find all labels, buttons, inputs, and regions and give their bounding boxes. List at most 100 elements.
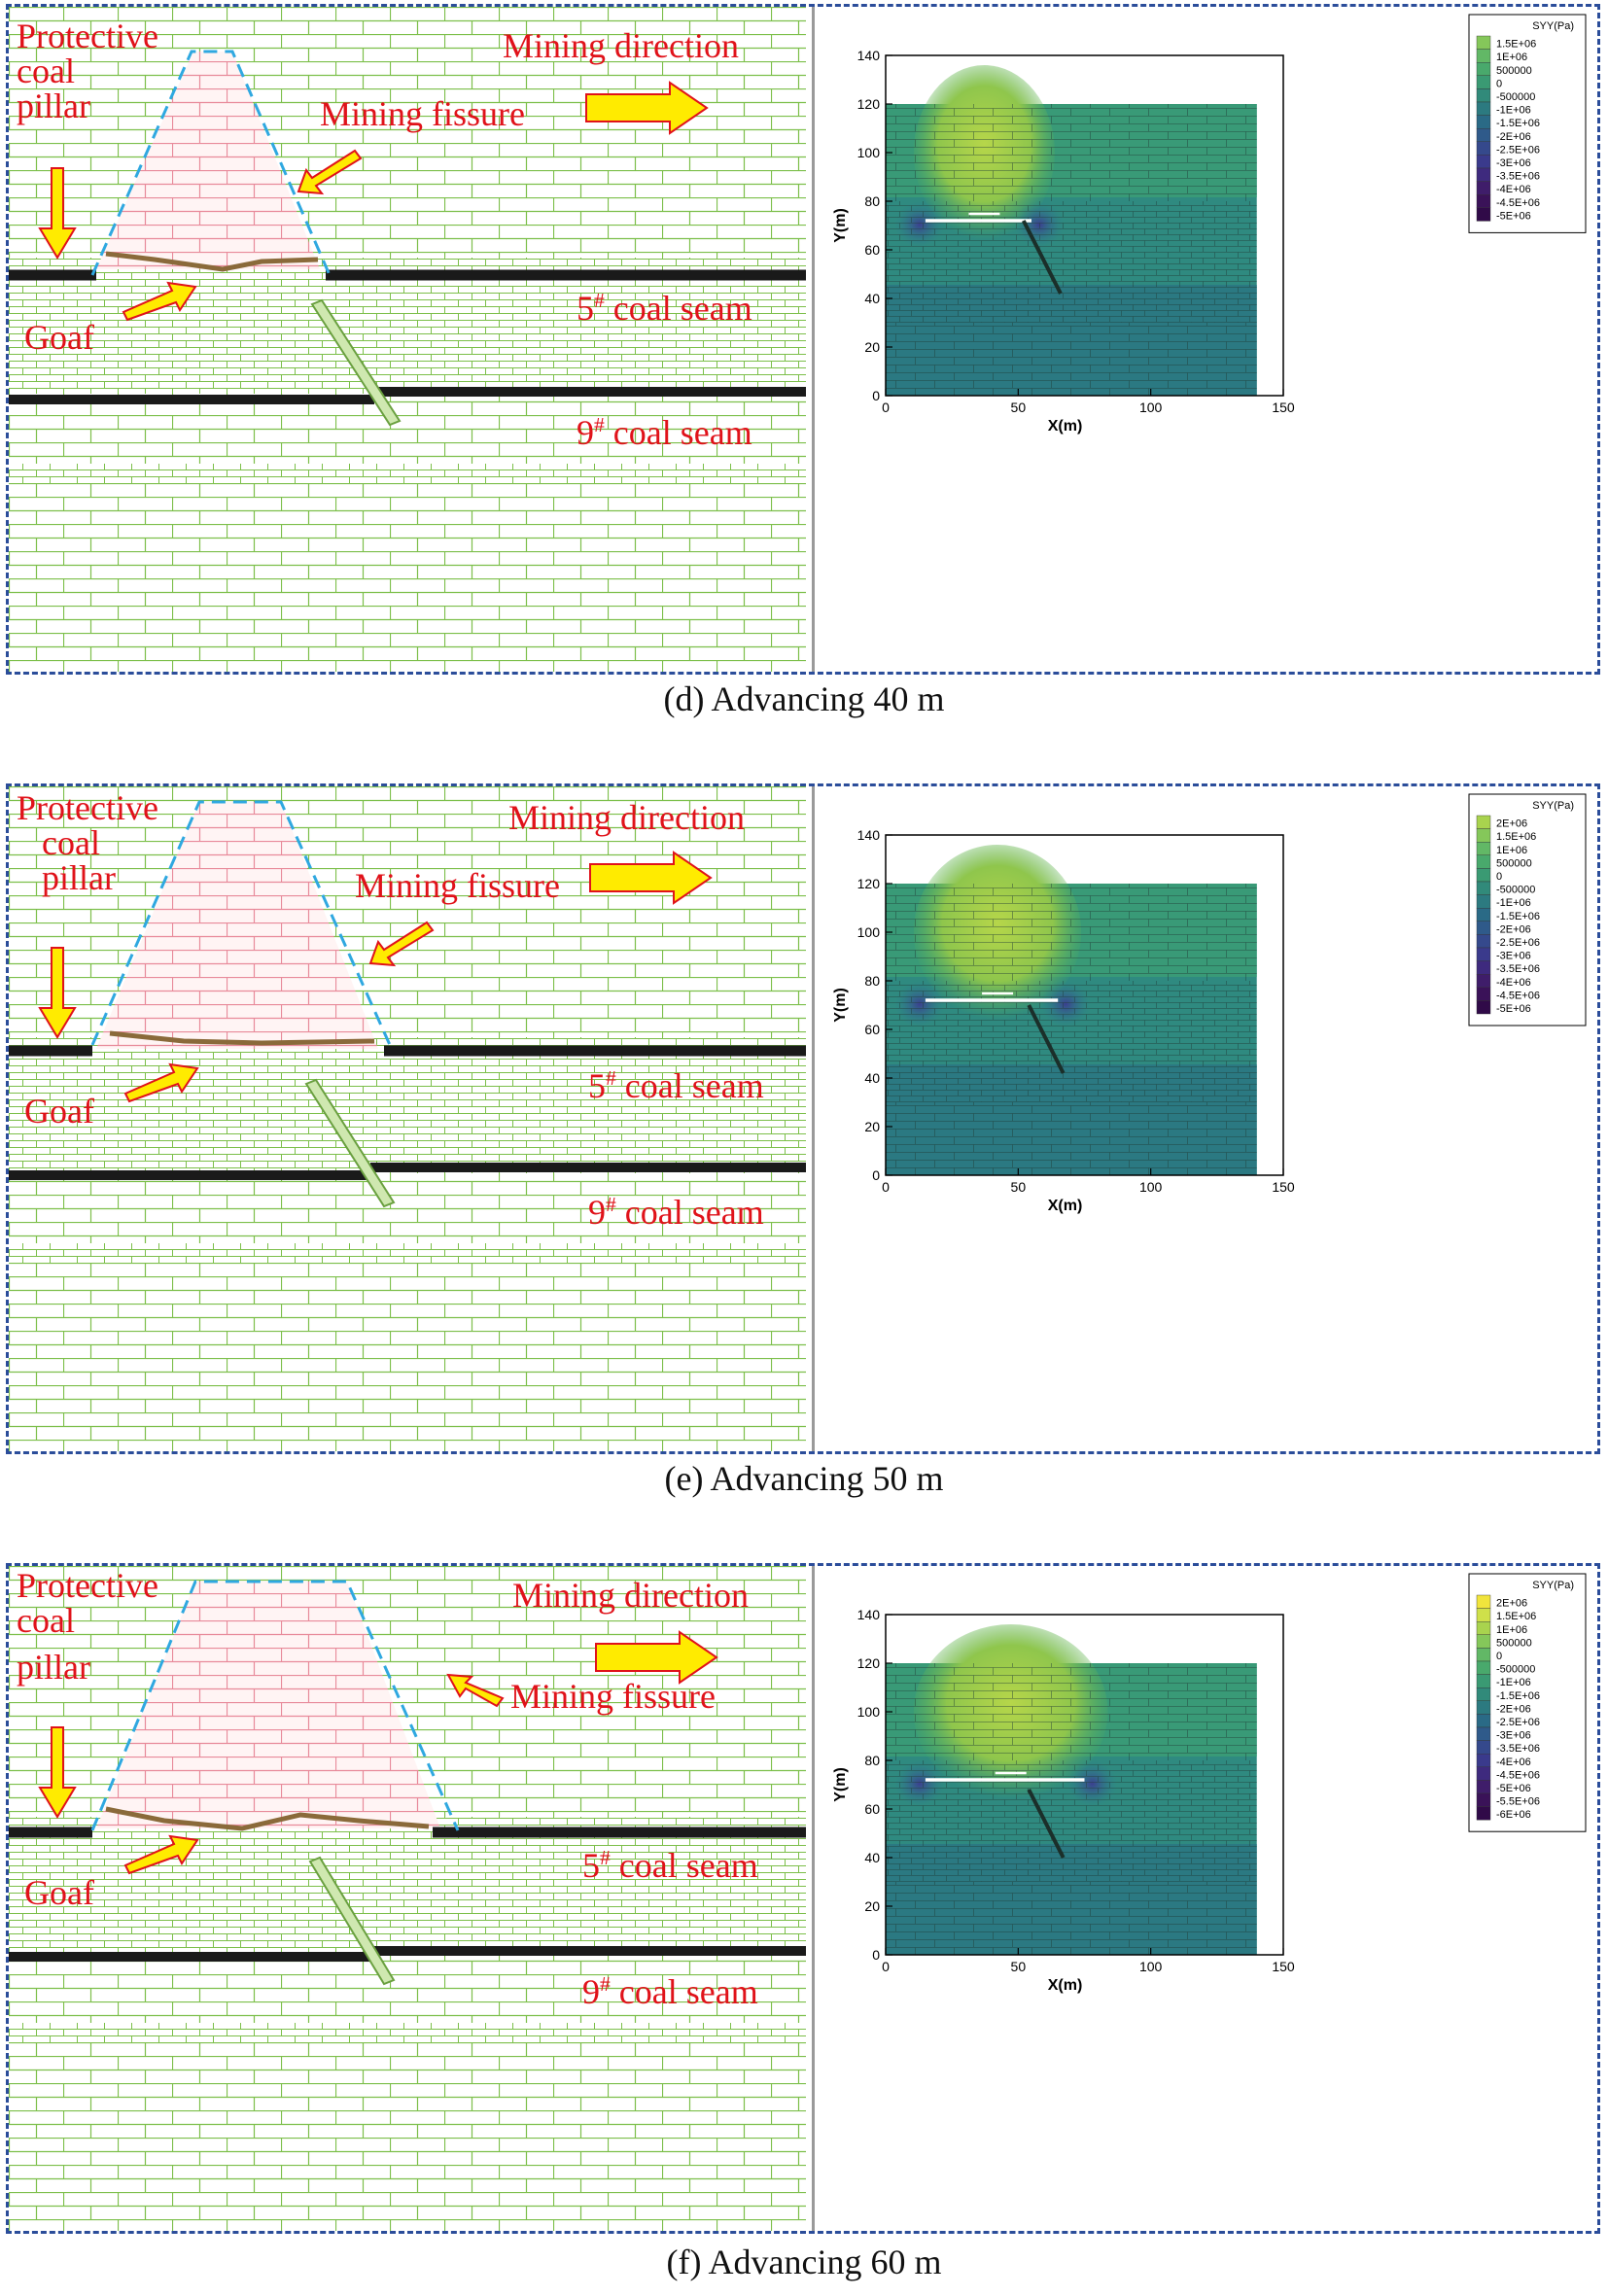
x-tick-label: 100	[1139, 1959, 1163, 1974]
legend-swatch	[1476, 1780, 1491, 1794]
x-tick-label: 0	[882, 400, 890, 415]
goaf-caved-blocks-d	[105, 251, 319, 272]
x-axis-label: X(m)	[1048, 1198, 1083, 1214]
y-tick-label: 120	[857, 96, 881, 112]
x-tick-label: 50	[1011, 1959, 1027, 1974]
legend-label: -3.5E+06	[1496, 1743, 1540, 1755]
legend-swatch	[1476, 973, 1491, 988]
model-schematic-d	[9, 7, 806, 672]
legend-swatch	[1476, 1000, 1491, 1015]
mining-fissure-band-e	[304, 1078, 396, 1208]
legend-label: -500000	[1496, 885, 1535, 896]
legend-swatch	[1476, 934, 1491, 949]
legend-label: -2E+06	[1496, 1703, 1531, 1715]
model-schematic-e	[9, 786, 806, 1451]
arrow-goaf-d	[122, 281, 197, 322]
legend-swatch	[1476, 1608, 1491, 1622]
block-grid-lower	[886, 323, 1257, 396]
block-grid-upper	[886, 884, 1257, 981]
caption-f: (f) Advancing 60 m	[666, 2243, 942, 2281]
block-grid-upper	[886, 104, 1257, 201]
label-pillar-1-f: Protective	[17, 1566, 158, 1605]
x-tick-label: 50	[1011, 400, 1027, 415]
legend-swatch	[1476, 828, 1491, 843]
legend-label: -5E+06	[1496, 210, 1531, 222]
label-pillar-3-f: pillar	[17, 1648, 90, 1687]
y-tick-label: 140	[857, 827, 881, 843]
label-goaf-e: Goaf	[24, 1092, 94, 1131]
legend-swatch	[1476, 1753, 1491, 1767]
stress-plot-f: 0 50 100 150 0 20 40 60 80 100 120 140 X(m) Y(m) SYY(P…	[832, 1573, 1587, 1994]
legend-label: -1.5E+06	[1496, 118, 1540, 129]
legend-swatch	[1476, 1687, 1491, 1701]
legend-swatch	[1476, 181, 1491, 195]
x-tick-label: 150	[1272, 400, 1295, 415]
fissure-band	[1027, 1004, 1066, 1074]
legend-swatch	[1476, 49, 1491, 63]
y-tick-label: 40	[864, 1070, 880, 1086]
label-mining-fissure-e: Mining fissure	[355, 866, 560, 905]
label-mining-direction-f: Mining direction	[512, 1576, 749, 1615]
x-tick-label: 150	[1272, 1959, 1295, 1974]
legend-swatch	[1476, 101, 1491, 116]
legend-label: 1.5E+06	[1496, 1611, 1536, 1622]
legend-swatch	[1476, 947, 1491, 961]
legend-label: -5.5E+06	[1496, 1796, 1540, 1808]
fissure-band	[1027, 1789, 1066, 1859]
overburden-boundary-e	[90, 800, 392, 1046]
label-mining-fissure-d: Mining fissure	[320, 94, 525, 133]
y-tick-label: 40	[864, 1850, 880, 1865]
legend-label: 500000	[1496, 65, 1532, 77]
legend-swatch	[1476, 35, 1491, 50]
legend-swatch	[1476, 894, 1491, 909]
label-pillar-3-d: pillar	[17, 87, 90, 125]
label-seam-5-e: 5# coal seam	[588, 1066, 764, 1105]
label-pillar-2-f: coal	[17, 1601, 75, 1640]
x-axis-label: X(m)	[1048, 1977, 1083, 1994]
legend-label: 1.5E+06	[1496, 831, 1536, 843]
label-pillar-1-d: Protective	[17, 17, 158, 55]
legend-label: -4E+06	[1496, 977, 1531, 989]
legend-swatch	[1476, 155, 1491, 169]
legend-label: -2.5E+06	[1496, 1717, 1540, 1728]
legend-label: -4.5E+06	[1496, 990, 1540, 1001]
goaf-caved-blocks-e	[109, 1030, 375, 1046]
legend-label: 1E+06	[1496, 52, 1527, 63]
y-tick-label: 0	[872, 1947, 880, 1963]
legend-label: -3E+06	[1496, 157, 1531, 169]
legend-swatch	[1476, 127, 1491, 142]
panel-divider-f	[812, 1566, 815, 2231]
x-tick-label: 100	[1139, 400, 1163, 415]
legend-swatch	[1476, 1594, 1491, 1609]
legend-label: -1E+06	[1496, 897, 1531, 909]
legend-label: -2.5E+06	[1496, 144, 1540, 156]
legend-swatch	[1476, 1700, 1491, 1715]
stress-plot-e: 0 50 100 150 0 20 40 60 80 100 120 140 X(m) Y(m) SYY(P…	[832, 793, 1587, 1214]
arrow-fissure-d	[297, 149, 363, 195]
panel-divider-d	[812, 7, 815, 672]
stress-plot-group: 0 50 100 150 0 20 40 60 80 100 120 140 X(m) Y(m) SYY(P…	[832, 14, 1587, 435]
stress-plot-group: 0 50 100 150 0 20 40 60 80 100 120 140 X(m) Y(m) SYY(P…	[832, 793, 1587, 1214]
y-tick-label: 120	[857, 876, 881, 891]
legend-label: 0	[1496, 871, 1502, 883]
legend-label: -5E+06	[1496, 1003, 1531, 1015]
legend-label: -3.5E+06	[1496, 171, 1540, 183]
legend-label: 1E+06	[1496, 845, 1527, 856]
legend-swatch	[1476, 141, 1491, 156]
legend-label: 0	[1496, 78, 1502, 89]
legend-swatch	[1476, 1634, 1491, 1649]
label-mining-fissure-f: Mining fissure	[510, 1677, 716, 1716]
arrow-mining-direction-e	[589, 851, 713, 905]
legend-swatch	[1476, 854, 1491, 869]
y-tick-label: 0	[872, 1167, 880, 1183]
fractured-zone-e	[96, 802, 378, 1049]
legend-label: -1.5E+06	[1496, 911, 1540, 922]
legend-swatch	[1476, 167, 1491, 182]
legend-swatch	[1476, 881, 1491, 895]
y-tick-label: 60	[864, 1801, 880, 1817]
legend-label: 500000	[1496, 857, 1532, 869]
label-pillar-2-e: coal	[42, 823, 100, 862]
legend-label: -4.5E+06	[1496, 197, 1540, 209]
arrow-goaf-e	[123, 1062, 199, 1103]
caption-e: (e) Advancing 50 m	[664, 1459, 944, 1498]
